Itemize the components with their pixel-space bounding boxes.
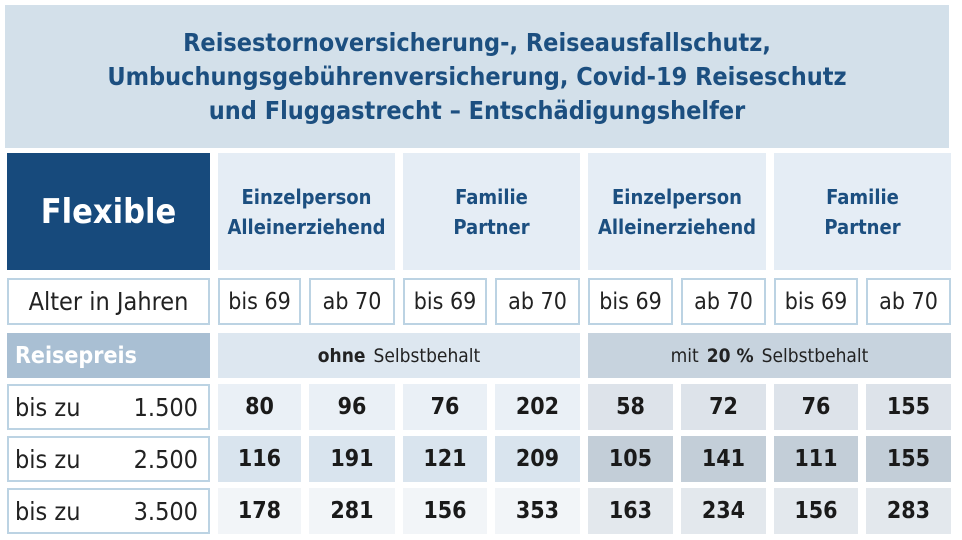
deductible-text: Selbstbehalt — [373, 344, 481, 367]
value-cell: 234 — [681, 488, 766, 534]
deductible-cell: ohne Selbstbehalt — [218, 333, 580, 378]
group-header: Einzelperson Alleinerziehend — [218, 153, 395, 270]
group-line: Alleinerziehend — [227, 214, 386, 239]
price-label: Reisepreis — [7, 333, 210, 378]
age-cell: ab 70 — [866, 278, 951, 325]
value-cell: 58 — [588, 384, 673, 430]
value-cell: 353 — [495, 488, 580, 534]
age-cell: bis 69 — [218, 278, 301, 325]
row-price: 1.500 — [133, 392, 198, 422]
deductible-prefix: mit — [670, 344, 699, 367]
value-cell: 96 — [309, 384, 395, 430]
group-line: Alleinerziehend — [597, 214, 757, 239]
group-line: Familie — [826, 184, 899, 209]
value-cell: 80 — [218, 384, 301, 430]
group-line: Partner — [824, 214, 901, 239]
group-header: Familie Partner — [774, 153, 951, 270]
value-cell: 209 — [495, 436, 580, 482]
age-cell: ab 70 — [681, 278, 766, 325]
title-line: und Fluggastrecht – Entschädigungshelfer — [208, 95, 746, 125]
group-line: Einzelperson — [612, 184, 742, 209]
corner-cell: Flexible — [7, 153, 210, 270]
value-cell: 116 — [218, 436, 301, 482]
age-label: Alter in Jahren — [7, 278, 210, 325]
value-cell: 156 — [403, 488, 487, 534]
value-cell: 141 — [681, 436, 766, 482]
row-label-text: bis zu — [15, 496, 81, 526]
deductible-bold: 20 % — [706, 344, 754, 367]
value-cell: 76 — [403, 384, 487, 430]
row-label: bis zu 1.500 — [7, 384, 210, 430]
deductible-cell: mit 20 % Selbstbehalt — [588, 333, 951, 378]
value-cell: 283 — [866, 488, 951, 534]
group-header: Einzelperson Alleinerziehend — [588, 153, 766, 270]
value-cell: 155 — [866, 436, 951, 482]
value-cell: 191 — [309, 436, 395, 482]
value-cell: 155 — [866, 384, 951, 430]
age-cell: ab 70 — [495, 278, 580, 325]
group-line: Einzelperson — [241, 184, 372, 209]
row-label: bis zu 2.500 — [7, 436, 210, 482]
row-label-text: bis zu — [15, 392, 81, 422]
age-cell: ab 70 — [309, 278, 395, 325]
row-price: 3.500 — [133, 496, 198, 526]
value-cell: 202 — [495, 384, 580, 430]
value-cell: 163 — [588, 488, 673, 534]
age-cell: bis 69 — [588, 278, 673, 325]
value-cell: 76 — [774, 384, 858, 430]
value-cell: 105 — [588, 436, 673, 482]
group-header: Familie Partner — [403, 153, 580, 270]
group-line: Partner — [453, 214, 530, 239]
row-label: bis zu 3.500 — [7, 488, 210, 534]
value-cell: 72 — [681, 384, 766, 430]
row-price: 2.500 — [133, 444, 198, 474]
value-cell: 121 — [403, 436, 487, 482]
title-line: Umbuchungsgebührenversicherung, Covid-19… — [107, 61, 847, 91]
value-cell: 156 — [774, 488, 858, 534]
deductible-bold: ohne — [317, 344, 366, 367]
age-cell: bis 69 — [774, 278, 858, 325]
deductible-text: Selbstbehalt — [761, 344, 869, 367]
row-label-text: bis zu — [15, 444, 81, 474]
value-cell: 178 — [218, 488, 301, 534]
value-cell: 281 — [309, 488, 395, 534]
title-line: Reisestornoversicherung-, Reiseausfallsc… — [183, 27, 771, 57]
age-cell: bis 69 — [403, 278, 487, 325]
value-cell: 111 — [774, 436, 858, 482]
title-band: Reisestornoversicherung-, Reiseausfallsc… — [5, 5, 949, 148]
group-line: Familie — [455, 184, 528, 209]
